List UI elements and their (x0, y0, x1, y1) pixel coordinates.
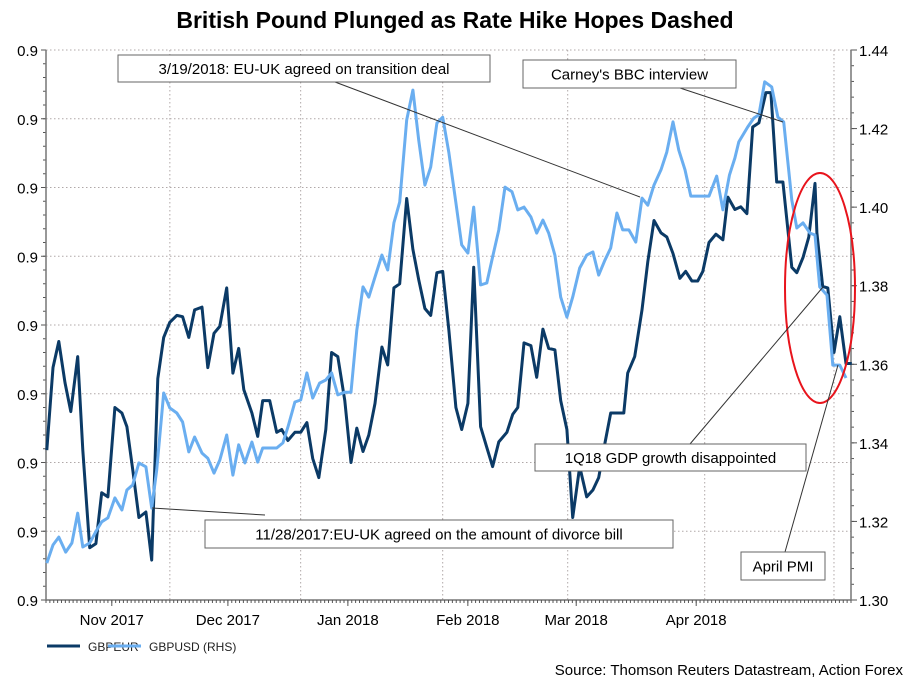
left-tick-label: 0.9 (17, 456, 38, 473)
right-tick-label: 1.38 (859, 279, 888, 296)
annotation-leader-line (784, 364, 839, 553)
left-tick-label: 0.9 (17, 524, 38, 541)
annotation-leader-line (679, 87, 784, 123)
x-tick-label: Nov 2017 (80, 612, 144, 629)
legend-label: GBPUSD (RHS) (149, 640, 236, 654)
annotation-leader-line (151, 507, 266, 516)
left-tick-label: 0.9 (17, 593, 38, 610)
annotation-divorce-bill: 11/28/2017:EU-UK agreed on the amount of… (151, 507, 674, 549)
annotation-carney: Carney's BBC interview (522, 59, 784, 123)
annotation-box (204, 519, 674, 549)
left-tick-label: 0.9 (17, 181, 38, 198)
x-tick-label: Dec 2017 (196, 612, 260, 629)
right-tick-label: 1.44 (859, 43, 888, 60)
series-line-gbpeur (45, 91, 852, 562)
annotation-text: 1Q18 GDP growth disappointed (565, 450, 777, 467)
annotation-text: Carney's BBC interview (551, 67, 708, 84)
right-tick-label: 1.36 (859, 357, 888, 374)
annotation-leader-line (334, 81, 641, 198)
annotation-leader-line (689, 286, 824, 445)
annotation-box (522, 59, 737, 89)
series-lines (45, 80, 852, 564)
right-tick-label: 1.42 (859, 122, 888, 139)
x-tick-label: Jan 2018 (317, 612, 379, 629)
annotation-transition-deal: 3/19/2018: EU-UK agreed on transition de… (117, 54, 641, 198)
annotations: 3/19/2018: EU-UK agreed on transition de… (117, 54, 856, 581)
left-tick-label: 0.9 (17, 43, 38, 60)
annotation-text: 11/28/2017:EU-UK agreed on the amount of… (255, 527, 622, 544)
annotation-box (534, 443, 807, 472)
annotation-text: April PMI (753, 559, 814, 576)
left-tick-label: 0.9 (17, 249, 38, 266)
right-tick-label: 1.32 (859, 514, 888, 531)
x-tick-label: Mar 2018 (545, 612, 608, 629)
right-tick-label: 1.40 (859, 200, 888, 217)
annotation-gdp: 1Q18 GDP growth disappointed (534, 286, 824, 472)
left-tick-label: 0.9 (17, 112, 38, 129)
annotation-text: 3/19/2018: EU-UK agreed on transition de… (158, 61, 449, 78)
right-tick-label: 1.30 (859, 593, 888, 610)
highlight-ellipse (784, 172, 856, 404)
x-tick-label: Feb 2018 (436, 612, 499, 629)
x-tick-label: Apr 2018 (666, 612, 727, 629)
annotation-pmi: April PMI (740, 364, 839, 581)
annotation-box (117, 54, 491, 83)
annotation-box (740, 551, 826, 581)
left-tick-label: 0.9 (17, 387, 38, 404)
legend: GBPEURGBPUSD (RHS) (47, 640, 236, 654)
right-tick-label: 1.34 (859, 436, 888, 453)
chart-title: British Pound Plunged as Rate Hike Hopes… (176, 7, 733, 33)
left-tick-label: 0.9 (17, 318, 38, 335)
axes: 0.9 0.9 0.9 0.9 0.9 0.9 0.9 0.9 0.9 1.44 1.42 1.40 1… (17, 43, 888, 629)
series-line-gbpusd-rhs (45, 80, 848, 564)
source-note: Source: Thomson Reuters Datastream, Acti… (555, 662, 904, 679)
